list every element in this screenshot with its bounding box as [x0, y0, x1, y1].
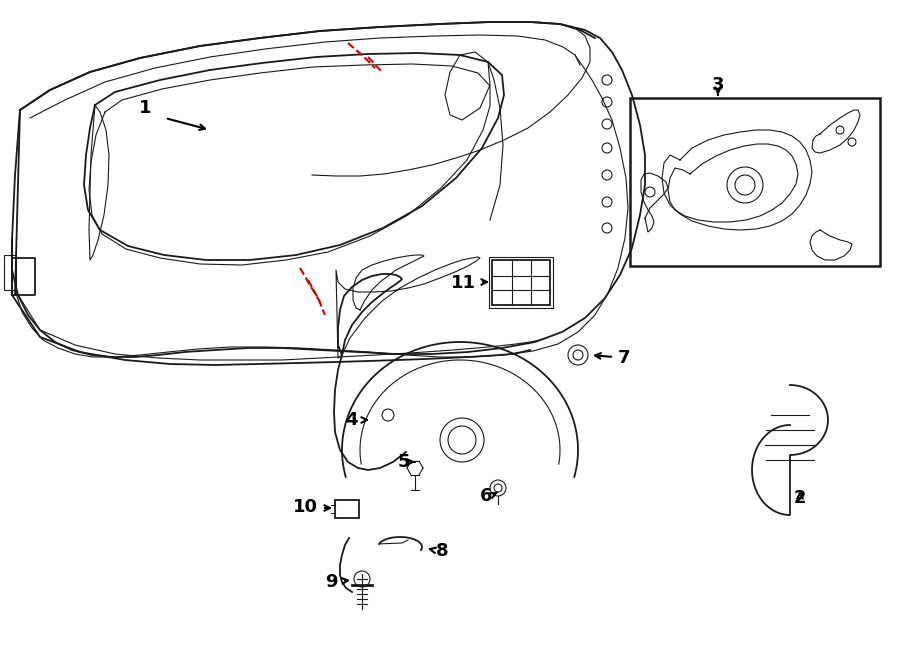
Text: 1: 1 [139, 99, 151, 117]
Text: 8: 8 [436, 542, 448, 560]
Text: 3: 3 [712, 76, 724, 94]
Text: 11: 11 [451, 274, 476, 292]
Text: 6: 6 [480, 487, 492, 505]
Text: 9: 9 [326, 573, 338, 591]
Text: 5: 5 [398, 453, 410, 471]
Bar [4, 255, 16, 290]
Bar [489, 257, 553, 308]
Text: 4: 4 [346, 411, 358, 429]
Bar [492, 260, 550, 305]
Text: 10: 10 [293, 498, 318, 516]
Bar [335, 500, 359, 518]
Text: 7: 7 [618, 349, 631, 367]
Text: 2: 2 [794, 489, 806, 507]
Bar [630, 98, 880, 266]
